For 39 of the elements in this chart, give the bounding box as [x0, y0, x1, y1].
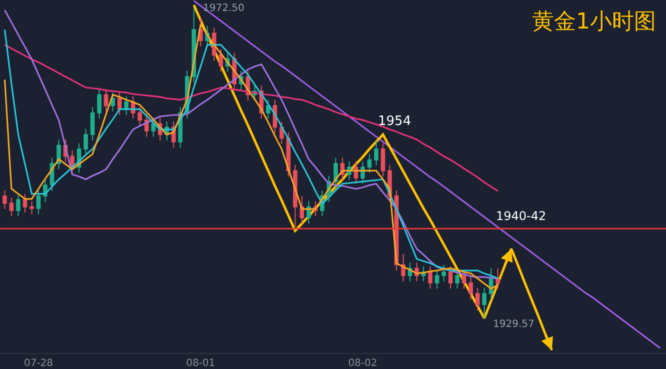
- candlestick: [496, 268, 500, 290]
- candlestick: [306, 200, 311, 224]
- candlestick: [367, 154, 372, 174]
- annotation: 1940-42: [496, 209, 546, 223]
- candlestick: [360, 160, 365, 184]
- candlestick: [280, 121, 284, 144]
- candlestick: [266, 99, 270, 120]
- candlestick: [22, 193, 28, 214]
- annotation: 1954: [378, 114, 412, 129]
- annotation: 1972.50: [203, 3, 244, 14]
- candlestick: [97, 88, 102, 120]
- annotation: 1929.57: [493, 319, 534, 330]
- candlestick: [16, 193, 20, 217]
- x-tick-label: 07-28: [24, 358, 54, 369]
- candlestick: [138, 106, 142, 126]
- candlestick: [30, 200, 34, 215]
- candlestick: [84, 128, 88, 156]
- candlestick: [482, 287, 486, 319]
- candlestick: [36, 190, 41, 215]
- x-tick-label: 08-02: [348, 358, 378, 369]
- candlestick: [468, 276, 473, 300]
- candlestick: [124, 96, 128, 116]
- candlestick: [455, 269, 460, 290]
- candlestick: [110, 92, 115, 112]
- candlestick: [218, 48, 224, 72]
- candlestick: [442, 264, 446, 282]
- candlestick: [104, 88, 108, 112]
- candlestick: [151, 117, 156, 138]
- x-tick-label: 08-01: [186, 358, 216, 369]
- candlestick: [374, 140, 378, 166]
- candlestick: [2, 190, 7, 210]
- candlestick: [9, 196, 14, 217]
- candlestick: [380, 142, 386, 177]
- candlestick: [434, 269, 440, 290]
- candlestick: [475, 287, 480, 311]
- candlestick: [90, 106, 95, 141]
- candlestick: [428, 266, 432, 290]
- candlestick: [448, 266, 453, 290]
- chart-title: 黄金1小时图: [532, 9, 656, 34]
